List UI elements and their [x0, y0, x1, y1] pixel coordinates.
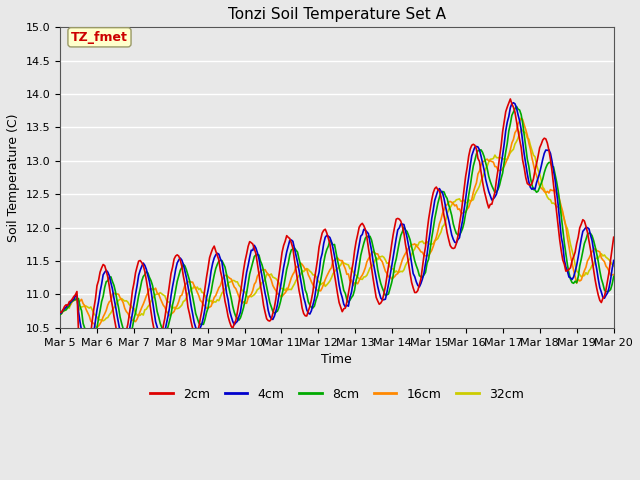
Y-axis label: Soil Temperature (C): Soil Temperature (C) [7, 113, 20, 242]
Title: Tonzi Soil Temperature Set A: Tonzi Soil Temperature Set A [228, 7, 446, 22]
Legend: 2cm, 4cm, 8cm, 16cm, 32cm: 2cm, 4cm, 8cm, 16cm, 32cm [145, 383, 529, 406]
X-axis label: Time: Time [321, 353, 352, 366]
Text: TZ_fmet: TZ_fmet [71, 31, 128, 44]
